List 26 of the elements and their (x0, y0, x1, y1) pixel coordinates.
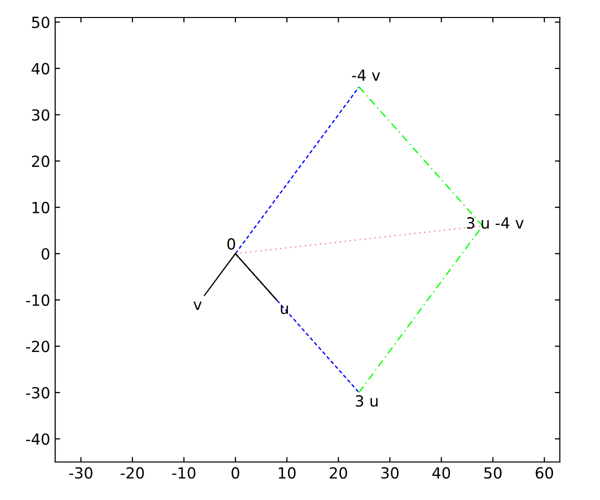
y-tick-label: 10 (32, 202, 50, 214)
annotation: u (280, 305, 288, 314)
annotation: -4 v (352, 70, 380, 81)
y-tick-label: 0 (42, 248, 50, 260)
annotation: 3 u (356, 395, 378, 407)
x-tick-label: -30 (69, 467, 92, 479)
y-tick-label: 40 (32, 62, 50, 74)
x-tick-label: -20 (120, 467, 144, 479)
x-tick-label: 0 (232, 467, 240, 479)
x-tick-label: 10 (278, 467, 296, 479)
x-tick-label: 60 (536, 467, 554, 479)
x-tick-label: 20 (330, 467, 348, 479)
y-tick-label: 20 (32, 156, 50, 168)
y-tick-label: -30 (26, 387, 50, 399)
x-tick-label: -10 (172, 467, 196, 479)
x-tick-label: 50 (484, 467, 502, 479)
x-tick-label: 40 (432, 467, 450, 479)
annotation: 3 u -4 v (467, 217, 524, 229)
y-tick-label: 30 (32, 109, 50, 121)
y-tick-label: -20 (26, 340, 50, 352)
y-tick-label: -40 (26, 433, 50, 445)
x-tick-label: 30 (381, 467, 399, 479)
annotation: v (194, 302, 202, 310)
annotation: 0 (227, 238, 236, 250)
y-tick-label: -10 (26, 294, 50, 306)
y-tick-label: 50 (32, 16, 50, 28)
